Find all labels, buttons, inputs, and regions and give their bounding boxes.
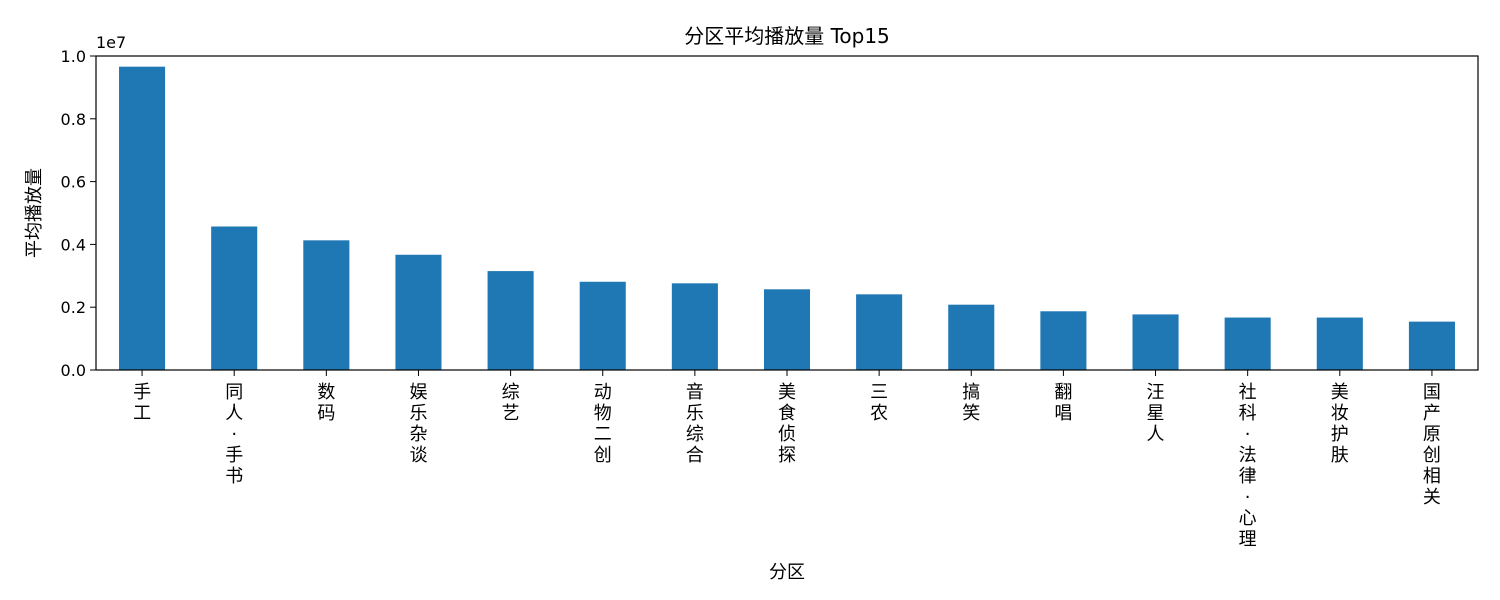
- y-axis: 0.0 0.2 0.4 0.6 0.8 1.0: [61, 47, 96, 380]
- x-tick-label: 国产原创相关: [1423, 382, 1441, 508]
- x-tick-label: 同人·手书: [225, 382, 243, 487]
- x-tick-label: 翻唱: [1054, 382, 1072, 424]
- y-axis-offset-label: 1e7: [96, 33, 126, 52]
- x-tick-label: 三农: [870, 382, 888, 424]
- bar: [211, 226, 258, 370]
- bar: [1316, 317, 1363, 370]
- bar: [119, 66, 166, 371]
- x-tick-label: 综艺: [502, 382, 520, 424]
- y-axis-label: 平均播放量: [24, 168, 45, 258]
- bar: [579, 281, 626, 370]
- x-tick-label: 社科·法律·心理: [1239, 382, 1257, 550]
- bar: [671, 283, 718, 370]
- bar: [487, 271, 534, 370]
- y-tick-label: 0.4: [61, 235, 86, 254]
- bar: [1040, 311, 1087, 370]
- bar: [763, 289, 811, 370]
- y-tick-label: 1.0: [61, 47, 86, 66]
- x-tick-label: 美妆护肤: [1331, 382, 1349, 466]
- y-tick-label: 0.2: [61, 298, 86, 317]
- y-tick-label: 0.6: [61, 173, 86, 192]
- bar: [1224, 317, 1271, 370]
- x-tick-label: 搞笑: [962, 382, 980, 424]
- y-tick-label: 0.0: [61, 361, 86, 380]
- bar: [856, 294, 903, 370]
- bar: [395, 254, 442, 370]
- x-tick-label: 娱乐杂谈: [409, 382, 427, 466]
- bar: [303, 240, 350, 370]
- chart-title: 分区平均播放量 Top15: [684, 24, 890, 48]
- x-tick-label: 手工: [133, 382, 151, 424]
- x-tick-label: 音乐综合: [686, 382, 704, 466]
- x-axis-label: 分区: [769, 562, 805, 583]
- bars-group: [119, 66, 1455, 371]
- x-tick-label: 汪星人: [1147, 382, 1165, 445]
- y-tick-label: 0.8: [61, 110, 86, 129]
- bar: [948, 304, 995, 370]
- plot-frame: [95, 55, 1479, 371]
- x-axis: 手工 同人·手书 数码 娱乐杂谈 综艺 动物二创 音乐综合 美食侦探 三农 搞笑 翻唱 汪星人 社科·法…: [133, 370, 1441, 550]
- bar: [1408, 321, 1455, 370]
- x-tick-label: 美食侦探: [778, 382, 796, 466]
- bar: [1132, 314, 1179, 370]
- x-tick-label: 数码: [317, 382, 335, 424]
- x-tick-label: 动物二创: [594, 382, 612, 466]
